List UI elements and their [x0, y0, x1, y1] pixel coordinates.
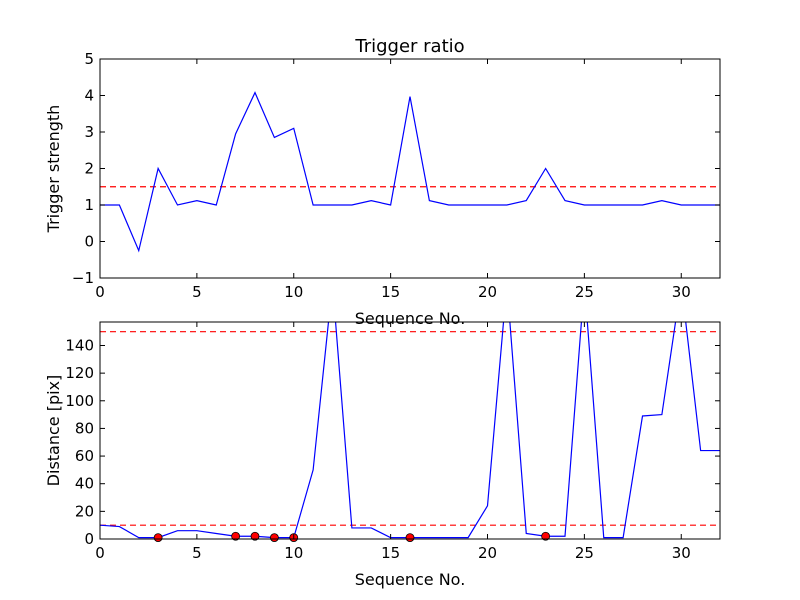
top-y-tick-label: −1 [72, 269, 94, 287]
bottom-x-tick-label: 15 [381, 544, 400, 562]
bottom-x-tick-label: 10 [284, 544, 303, 562]
bottom-y-tick-label: 80 [75, 419, 94, 437]
top-x-tick-label: 25 [575, 283, 594, 301]
top-series-line-0 [100, 91, 720, 253]
bottom-axes-frame [99, 321, 721, 540]
bottom-x-tick-label: 5 [192, 544, 202, 562]
bottom-marker-point [541, 531, 551, 541]
top-y-tick-label: 2 [84, 160, 94, 178]
top-y-axis-label: Trigger strength [44, 105, 63, 234]
top-chart-title: Trigger ratio [354, 36, 464, 57]
bottom-y-tick-label: 120 [65, 364, 94, 382]
bottom-marker-point [250, 531, 260, 541]
bottom-x-tick-label: 20 [478, 544, 497, 562]
bottom-marker-point [269, 533, 279, 543]
top-y-tick-label: 4 [84, 87, 94, 105]
bottom-y-tick-label: 0 [84, 530, 94, 548]
top-axes-frame [99, 58, 721, 279]
bottom-marker-point [231, 531, 241, 541]
top-y-tick-label: 1 [84, 196, 94, 214]
top-x-tick-label: 10 [284, 283, 303, 301]
bottom-x-axis-label: Sequence No. [355, 570, 466, 589]
bottom-x-tick-label: 25 [575, 544, 594, 562]
bottom-y-tick-label: 100 [65, 392, 94, 410]
bottom-x-tick-label: 30 [672, 544, 691, 562]
bottom-y-tick-label: 20 [75, 502, 94, 520]
top-y-tick-label: 0 [84, 233, 94, 251]
top-x-tick-label: 20 [478, 283, 497, 301]
bottom-y-axis-label: Distance [pix] [44, 375, 63, 487]
bottom-x-tick-label: 0 [95, 544, 105, 562]
bottom-marker-point [405, 533, 415, 543]
top-x-axis-label: Sequence No. [355, 309, 466, 328]
bottom-y-tick-label: 60 [75, 447, 94, 465]
bottom-y-tick-label: 140 [65, 336, 94, 354]
top-x-tick-label: 0 [95, 283, 105, 301]
bottom-chart: 0 5 10 15 20 25 30 0 20 40 60 80 100 120 140 Sequence N… [44, 321, 721, 589]
top-y-tick-label: 3 [84, 123, 94, 141]
bottom-y-tick-label: 40 [75, 475, 94, 493]
top-x-tick-label: 30 [672, 283, 691, 301]
bottom-marker-point [153, 533, 163, 543]
top-x-tick-label: 5 [192, 283, 202, 301]
top-y-tick-label: 5 [84, 50, 94, 68]
top-x-tick-label: 15 [381, 283, 400, 301]
